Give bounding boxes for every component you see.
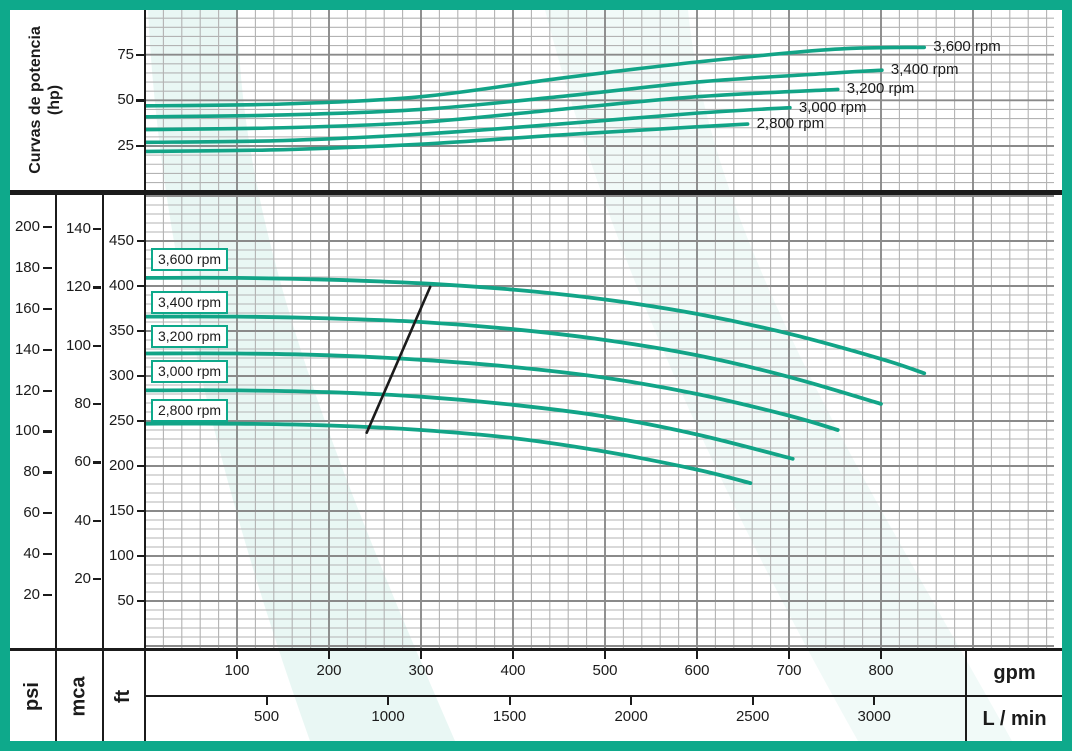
gpm-lmin-divider-line [145, 695, 1062, 697]
power-axis-title-line2: (hp) [45, 26, 64, 174]
unit-gpm-label: gpm [967, 651, 1062, 695]
x-axis-line [10, 648, 1062, 651]
unit-psi-label: psi [21, 682, 44, 711]
section-divider-line [10, 190, 1062, 195]
chart-canvas: Curvas de potencia (hp) psi mca ft gpm L… [10, 10, 1062, 741]
unit-ft-label: ft [112, 689, 135, 702]
power-axis-title-line1: Curvas de potencia [26, 26, 45, 174]
unit-psi-cell: psi [10, 651, 55, 741]
power-axis-title: Curvas de potencia (hp) [10, 10, 80, 190]
pump-curve-chart-frame: Curvas de potencia (hp) psi mca ft gpm L… [0, 0, 1072, 751]
head-plot [145, 195, 1054, 649]
plot-left-axis-line [144, 10, 147, 741]
unit-mca-cell: mca [57, 651, 102, 741]
power-plot [145, 10, 1054, 190]
unit-ft-cell: ft [104, 651, 144, 741]
unit-mca-label: mca [68, 676, 91, 716]
unit-lmin-label: L / min [967, 697, 1062, 741]
head-curve-2800rpm [145, 423, 750, 483]
